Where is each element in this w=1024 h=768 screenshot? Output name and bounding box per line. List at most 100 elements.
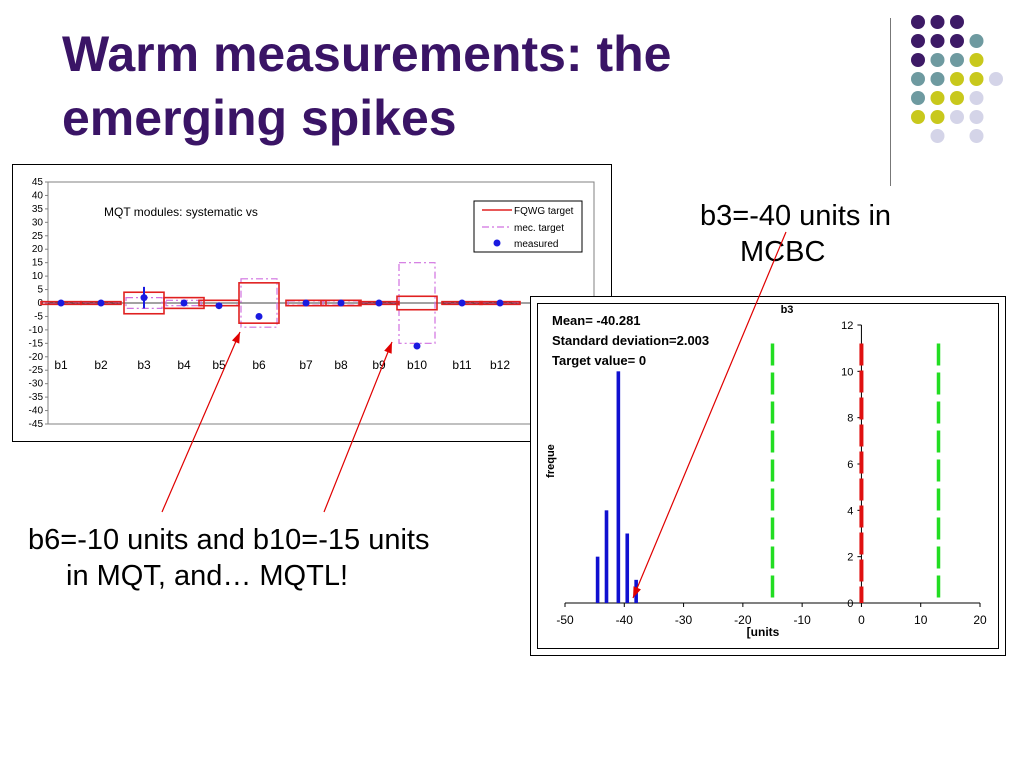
- category-label: b12: [490, 358, 510, 372]
- y-tick-label: -10: [29, 325, 44, 336]
- fqwg-target-box: [238, 282, 280, 324]
- callout-b3-line-2: MCBC: [740, 236, 826, 268]
- decorative-divider: [890, 18, 891, 186]
- decorative-dot: [930, 129, 945, 143]
- slide-title: Warm measurements: the emerging spikes: [62, 22, 822, 150]
- y-tick-label: 20: [32, 244, 44, 255]
- y-axis-label: freque: [545, 444, 557, 478]
- y-tick-label: 45: [32, 177, 44, 188]
- measured-point: [496, 299, 504, 307]
- mec-target-box: [398, 262, 436, 344]
- fqwg-target-box: [396, 295, 438, 311]
- decorative-dot: [930, 15, 945, 29]
- decorative-dot: [950, 110, 964, 124]
- y-tick-label: -30: [29, 379, 44, 390]
- histogram-bar: [595, 556, 600, 603]
- measured-point: [337, 299, 345, 307]
- x-tick-label: -50: [556, 613, 574, 627]
- chart-title: MQT modules: systematic vs: [104, 205, 258, 219]
- decorative-dot: [911, 110, 925, 124]
- y-tick-label: -5: [34, 311, 43, 322]
- decorative-dot: [969, 91, 984, 105]
- measured-point: [57, 299, 65, 307]
- category-label: b4: [177, 358, 191, 372]
- measured-point: [413, 342, 421, 350]
- y-tick-label: 4: [847, 505, 853, 517]
- callout-b6-b10: b6=-10 units and b10=-15 units in MQT, an…: [28, 522, 528, 594]
- histogram-bar: [625, 533, 630, 603]
- mqt-chart-svg: 454035302520151050-5-10-15-20-25-30-35-4…: [29, 177, 595, 430]
- y-tick-label: -35: [29, 392, 44, 403]
- decorative-dot: [911, 72, 925, 86]
- decorative-dot: [930, 34, 945, 48]
- decorative-dot: [950, 53, 964, 67]
- x-tick-label: 20: [973, 613, 987, 627]
- decorative-dot: [930, 91, 945, 105]
- x-tick-label: 0: [858, 613, 865, 627]
- decorative-dot: [950, 34, 964, 48]
- legend-label-measured: measured: [514, 239, 558, 250]
- measured-point: [215, 302, 223, 310]
- histogram-title: b3: [781, 304, 794, 316]
- y-tick-label: 15: [32, 258, 44, 269]
- decorative-dot: [969, 110, 984, 124]
- callout-b6-line-2: in MQT, and… MQTL!: [66, 560, 349, 592]
- y-tick-label: 10: [32, 271, 44, 282]
- category-label: b9: [372, 358, 386, 372]
- y-tick-label: 40: [32, 190, 44, 201]
- legend-swatch-measured: [493, 239, 501, 247]
- y-tick-label: -25: [29, 365, 44, 376]
- decorative-dot: [969, 34, 984, 48]
- decorative-dot: [950, 72, 964, 86]
- category-label: b5: [212, 358, 226, 372]
- y-tick-label: 10: [841, 366, 853, 378]
- x-axis-label: [units: [747, 625, 780, 639]
- y-tick-label: 35: [32, 204, 44, 215]
- callout-b3: b3=-40 units in MCBC: [700, 198, 1020, 270]
- title-line-1: Warm measurements: the: [62, 26, 672, 82]
- decorative-dot: [969, 53, 984, 67]
- decorative-dot: [950, 91, 964, 105]
- b3-histogram-svg: Mean= -40.281 Standard deviation=2.003 Tar…: [545, 304, 987, 639]
- y-tick-label: 25: [32, 231, 44, 242]
- category-label: b7: [299, 358, 313, 372]
- category-label: b10: [407, 358, 427, 372]
- decorative-dot: [969, 72, 984, 86]
- decorative-dot: [930, 110, 945, 124]
- y-tick-label: 2: [847, 552, 853, 564]
- decorative-dot: [989, 72, 1003, 86]
- decorative-dot: [969, 129, 984, 143]
- measured-point: [97, 299, 105, 307]
- stat-line: Standard deviation=2.003: [552, 333, 709, 348]
- decorative-dot: [911, 34, 925, 48]
- legend-label-mec: mec. target: [514, 223, 564, 234]
- fqwg-target-box: [163, 296, 205, 310]
- decorative-dot: [930, 72, 945, 86]
- stat-line: Target value= 0: [552, 353, 646, 368]
- histogram-bar: [616, 371, 621, 603]
- x-tick-label: -20: [734, 613, 752, 627]
- legend-label-fqwg: FQWG target: [514, 206, 574, 217]
- measured-point: [140, 294, 148, 302]
- y-tick-label: 8: [847, 413, 853, 425]
- decorative-dot: [911, 91, 925, 105]
- y-tick-label: 30: [32, 217, 44, 228]
- callout-b3-line-1: b3=-40 units in: [700, 200, 892, 232]
- x-tick-label: 10: [914, 613, 928, 627]
- y-tick-label: -20: [29, 352, 44, 363]
- category-label: b2: [94, 358, 108, 372]
- measured-point: [180, 299, 188, 307]
- stat-line: Mean= -40.281: [552, 313, 641, 328]
- b3-histogram-chart: Mean= -40.281 Standard deviation=2.003 Tar…: [530, 296, 1006, 656]
- measured-point: [302, 299, 310, 307]
- category-label: b11: [452, 358, 471, 372]
- y-tick-label: 6: [847, 459, 853, 471]
- category-label: b1: [54, 358, 68, 372]
- callout-b6-line-1: b6=-10 units and b10=-15 units: [28, 524, 430, 556]
- y-tick-label: -40: [29, 406, 44, 417]
- x-tick-label: -40: [616, 613, 634, 627]
- decorative-dot: [930, 53, 945, 67]
- decorative-dot: [911, 15, 925, 29]
- histogram-bar: [604, 510, 609, 603]
- category-label: b8: [334, 358, 348, 372]
